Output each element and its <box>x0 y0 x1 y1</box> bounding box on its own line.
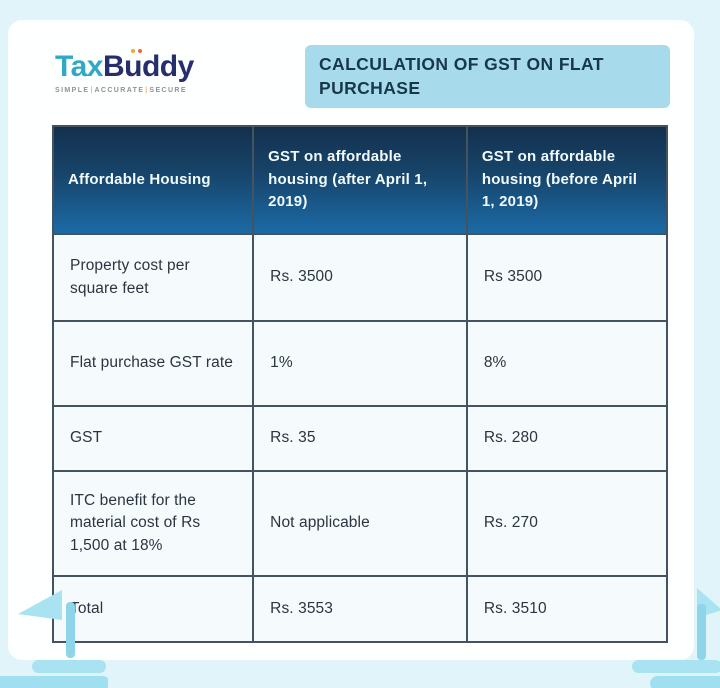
row-label: Total <box>51 575 255 643</box>
gst-calculation-table: Affordable Housing GST on affordable hou… <box>51 125 669 643</box>
taxbuddy-logo: TaxBuddy SIMPLE | ACCURATE | SECURE <box>55 49 195 94</box>
row-label: GST <box>51 405 255 472</box>
table-row-itc-benefit: ITC benefit for the material cost of Rs … <box>51 470 669 577</box>
umlaut-dots-icon <box>131 49 145 54</box>
value-after: Rs. 3500 <box>252 233 468 322</box>
tagline-word-secure: SECURE <box>149 87 187 94</box>
value-after: Not applicable <box>252 470 468 577</box>
value-before: 8% <box>465 320 669 407</box>
tagline-separator: | <box>145 87 149 94</box>
row-label: ITC benefit for the material cost of Rs … <box>51 470 255 577</box>
tagline-separator: | <box>90 87 94 94</box>
table-row-gst: GST Rs. 35 Rs. 280 <box>51 405 669 472</box>
value-before: Rs. 280 <box>465 405 669 472</box>
value-before: Rs. 270 <box>465 470 669 577</box>
value-after: 1% <box>252 320 468 407</box>
tagline-word-simple: SIMPLE <box>55 87 90 94</box>
logo-word-tax: Tax <box>55 50 103 83</box>
column-header-gst-after: GST on affordable housing (after April 1… <box>252 125 468 235</box>
row-label: Property cost per square feet <box>51 233 255 322</box>
row-label: Flat purchase GST rate <box>51 320 255 407</box>
column-header-affordable-housing: Affordable Housing <box>51 125 255 235</box>
tagline-word-accurate: ACCURATE <box>94 87 145 94</box>
logo-wordmark: TaxBuddy <box>55 49 195 83</box>
value-after: Rs. 35 <box>252 405 468 472</box>
table-header-row: Affordable Housing GST on affordable hou… <box>51 125 669 235</box>
page-title: CALCULATION OF GST ON FLAT PURCHASE <box>319 54 604 98</box>
title-banner: CALCULATION OF GST ON FLAT PURCHASE <box>305 45 670 109</box>
value-before: Rs. 3510 <box>465 575 669 643</box>
column-header-gst-before: GST on affordable housing (before April … <box>466 125 669 235</box>
value-after: Rs. 3553 <box>252 575 468 643</box>
value-before: Rs 3500 <box>465 233 669 322</box>
table-row-gst-rate: Flat purchase GST rate 1% 8% <box>51 320 669 407</box>
table-row-total: Total Rs. 3553 Rs. 3510 <box>51 575 669 643</box>
logo-word-buddy: Buddy <box>102 50 194 83</box>
logo-tagline: SIMPLE | ACCURATE | SECURE <box>55 87 187 94</box>
table-row-property-cost: Property cost per square feet Rs. 3500 R… <box>51 233 669 322</box>
